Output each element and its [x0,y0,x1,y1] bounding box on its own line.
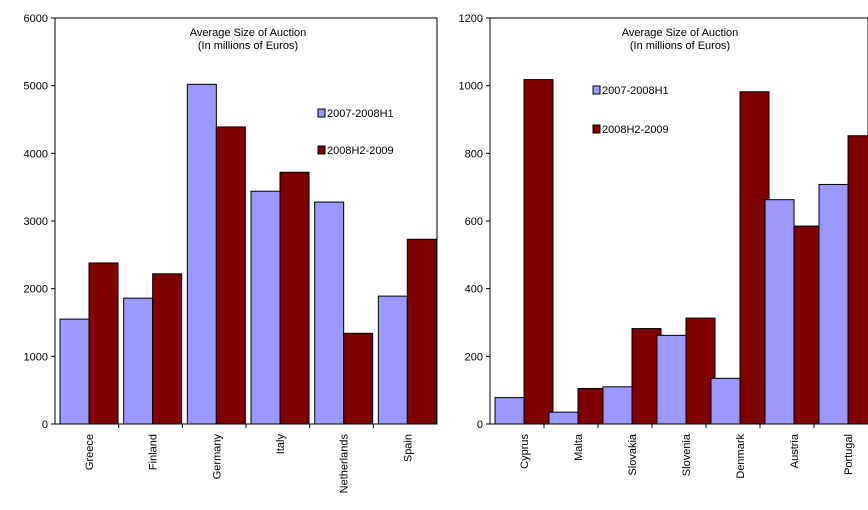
x-category-label: Slovenia [681,433,693,476]
y-tick-label: 800 [465,148,483,160]
x-category-label: Malta [573,433,585,461]
y-tick-label: 5000 [24,81,48,93]
y-tick-label: 2000 [24,284,48,296]
bar-finland-2 [152,273,183,425]
x-category-label: Denmark [735,434,747,479]
legend-swatch-2 [317,145,326,155]
y-tick-label: 1200 [459,13,483,25]
bar-italy-2 [279,171,310,425]
bar-spain-1 [377,295,408,425]
x-category-label: Slovakia [627,433,639,475]
legend-swatch-2 [592,124,601,134]
bar-cyprus-2 [523,79,554,425]
legend-label-1: 2007-2008H1 [327,108,394,120]
bar-cyprus-1 [494,397,525,425]
y-tick-label: 600 [465,216,483,228]
bar-greece-1 [59,318,90,425]
bar-denmark-2 [739,91,770,425]
legend-label-2: 2008H2-2009 [327,145,394,157]
chart-title: Average Size of Auction [190,27,307,39]
y-tick-label: 400 [465,284,483,296]
y-tick-label: 4000 [24,148,48,160]
bar-austria-1 [764,199,795,425]
bar-denmark-1 [710,377,741,425]
y-tick-label: 0 [477,419,483,431]
bar-italy-1 [250,190,281,425]
x-category-label: Netherlands [339,434,351,494]
x-category-label: Italy [275,434,287,455]
bar-malta-2 [577,387,608,425]
legend-swatch-1 [317,108,326,118]
y-tick-label: 6000 [24,13,48,25]
x-category-label: Greece [84,434,96,470]
y-tick-label: 1000 [24,351,48,363]
x-category-label: Finland [148,434,160,470]
bar-spain-2 [406,238,437,425]
y-tick-label: 3000 [24,216,48,228]
bar-netherlands-2 [343,332,374,425]
legend-swatch-1 [592,85,601,95]
x-category-label: Portugal [843,434,855,475]
chart-title: Average Size of Auction [622,27,739,39]
bar-greece-2 [88,262,119,425]
x-category-label: Germany [211,434,223,480]
bar-malta-1 [548,411,579,425]
bar-portugal-1 [818,183,849,425]
x-category-label: Spain [402,434,414,462]
bar-portugal-2 [847,135,868,425]
y-tick-label: 1000 [459,81,483,93]
legend-label-1: 2007-2008H1 [602,85,669,97]
legend-label-2: 2008H2-2009 [602,124,669,136]
bar-finland-1 [123,297,154,425]
y-tick-label: 200 [465,351,483,363]
chart-subtitle: (In millions of Euros) [198,40,298,52]
bar-slovenia-2 [685,317,716,425]
bar-netherlands-1 [314,201,345,425]
chart-subtitle: (In millions of Euros) [630,40,730,52]
bar-slovenia-1 [656,334,687,425]
bar-austria-2 [793,225,824,425]
x-category-label: Austria [789,433,801,468]
bar-germany-1 [186,83,217,425]
x-category-label: Cyprus [519,434,531,469]
bar-germany-2 [215,126,246,425]
bar-slovakia-2 [631,328,662,425]
y-tick-label: 0 [42,419,48,431]
bar-slovakia-1 [602,386,633,425]
